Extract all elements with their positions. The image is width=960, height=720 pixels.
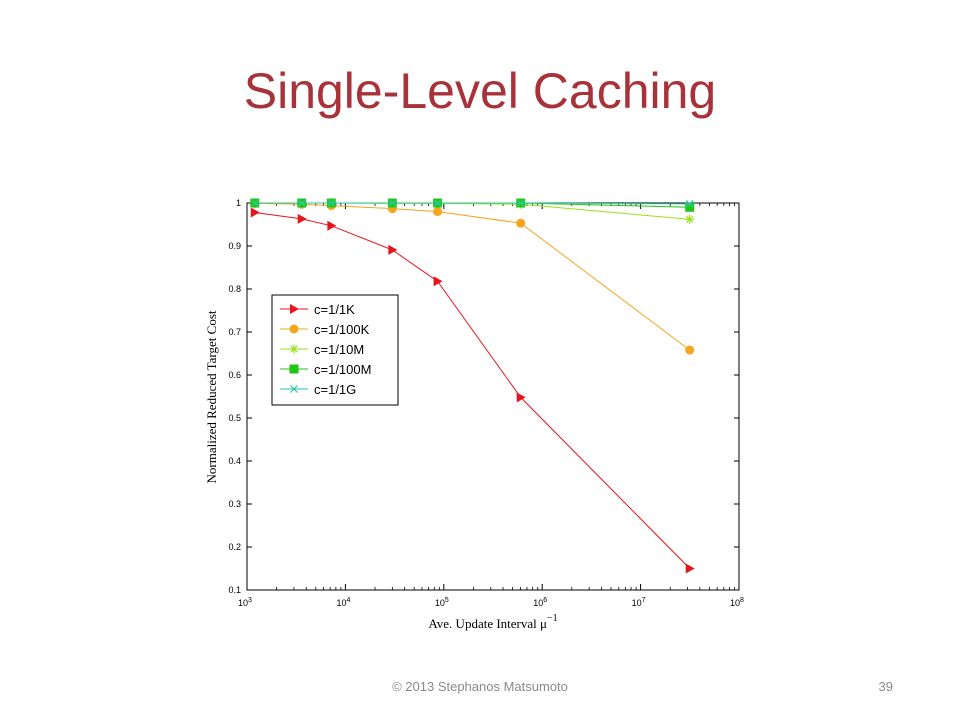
marker-x-stroke xyxy=(290,385,298,393)
marker-x-stroke xyxy=(388,199,397,207)
y-tick-label: 0.4 xyxy=(228,456,241,466)
footer-copyright: © 2013 Stephanos Matsumoto xyxy=(392,679,568,694)
x-tick-label: 105 xyxy=(435,597,449,608)
legend-label: c=1/100M xyxy=(314,362,371,377)
y-tick-label: 0.3 xyxy=(228,499,241,509)
x-tick-label: 108 xyxy=(730,597,744,608)
marker-triangle xyxy=(516,392,526,403)
x-axis-title-text: Ave. Update Interval μ xyxy=(428,616,547,631)
y-tick-label: 0.1 xyxy=(228,585,241,595)
x-tick-label: 103 xyxy=(238,597,252,608)
marker-x xyxy=(290,385,298,393)
series-c-1-1g xyxy=(250,199,694,208)
y-tick-label: 1 xyxy=(236,198,241,208)
marker-square xyxy=(289,364,299,374)
marker-x xyxy=(433,199,442,207)
y-tick-label: 0.2 xyxy=(228,542,241,552)
y-tick-label: 0.9 xyxy=(228,241,241,251)
marker-x xyxy=(297,199,306,207)
ticks-layer: 0.1 0.2 0.3 0.4 0.5 0.6 0.7 0.8 0.9 1 103 104 105 106… xyxy=(228,198,744,608)
marker-square xyxy=(685,202,695,212)
x-tick-label: 106 xyxy=(533,597,547,608)
legend-label: c=1/1G xyxy=(314,382,356,397)
marker-triangle xyxy=(297,213,307,224)
marker-x-stroke xyxy=(327,199,336,207)
marker-star-stroke xyxy=(686,215,694,223)
marker-triangle xyxy=(388,244,398,255)
legend-label: c=1/1K xyxy=(314,302,355,317)
marker-x xyxy=(388,199,397,207)
marker-triangle xyxy=(685,563,695,574)
y-tick-label: 0.5 xyxy=(228,413,241,423)
x-tick-label: 104 xyxy=(336,597,350,608)
marker-circle xyxy=(289,324,299,334)
marker-x xyxy=(685,199,694,208)
series-layer xyxy=(250,198,695,574)
chart-svg: 0.1 0.2 0.3 0.4 0.5 0.6 0.7 0.8 0.9 1 103 104 105 106… xyxy=(204,198,744,631)
marker-x xyxy=(327,199,336,207)
marker-x-stroke xyxy=(250,199,259,207)
marker-x-stroke xyxy=(685,199,694,208)
y-tick-label: 0.7 xyxy=(228,327,241,337)
legend-label: c=1/10M xyxy=(314,342,364,357)
legend: c=1/1K c=1/100K c=1/10M c=1/100M c=1/1G xyxy=(271,294,399,406)
marker-x-stroke xyxy=(516,199,525,207)
marker-x-stroke xyxy=(433,199,442,207)
slide-title: Single-Level Caching xyxy=(243,63,717,119)
marker-circle xyxy=(516,218,526,228)
marker-x xyxy=(250,199,259,207)
marker-circle xyxy=(685,345,695,355)
y-axis-title: Normalized Reduced Target Cost xyxy=(204,310,219,483)
page-number: 39 xyxy=(878,679,893,694)
series-c-1-1k xyxy=(250,207,695,574)
x-tick-label: 107 xyxy=(632,597,646,608)
y-tick-label: 0.8 xyxy=(228,284,241,294)
marker-x xyxy=(516,199,525,207)
x-axis-title: Ave. Update Interval μ−1 xyxy=(428,613,557,631)
marker-triangle xyxy=(433,276,443,287)
marker-star xyxy=(685,214,695,224)
legend-label: c=1/100K xyxy=(314,322,370,337)
chart-container: 0.1 0.2 0.3 0.4 0.5 0.6 0.7 0.8 0.9 1 103 104 105 106… xyxy=(190,185,770,635)
marker-x-stroke xyxy=(297,199,306,207)
x-axis-title-superscript: −1 xyxy=(547,613,558,624)
marker-circle xyxy=(433,207,443,217)
y-tick-label: 0.6 xyxy=(228,370,241,380)
marker-triangle xyxy=(327,220,337,231)
marker-triangle xyxy=(290,304,299,314)
marker-star-stroke xyxy=(290,345,298,353)
marker-star xyxy=(289,344,299,354)
marker-triangle xyxy=(250,207,260,218)
